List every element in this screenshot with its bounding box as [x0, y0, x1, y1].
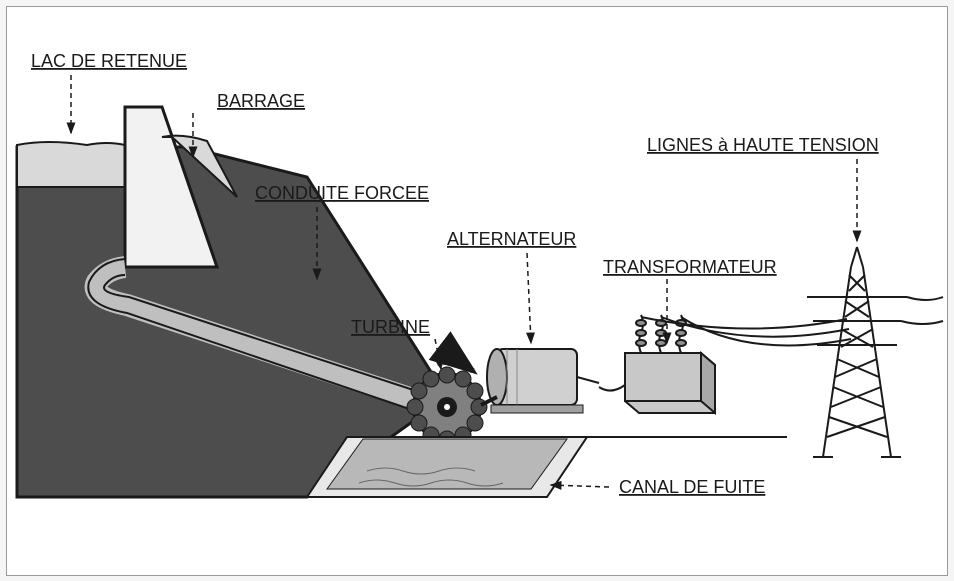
alternator-body: [487, 349, 599, 413]
reservoir-water: [17, 142, 125, 187]
diagram-frame: LAC DE RETENUE BARRAGE CONDUITE FORCEE T…: [6, 6, 948, 576]
label-turbine: TURBINE: [351, 317, 430, 337]
label-penstock: CONDUITE FORCEE: [255, 183, 429, 203]
label-transformer: TRANSFORMATEUR: [603, 257, 777, 277]
pylon: [807, 247, 943, 457]
arrow-alternator: [527, 253, 531, 343]
hydroelectric-diagram: LAC DE RETENUE BARRAGE CONDUITE FORCEE T…: [7, 7, 947, 575]
label-reservoir: LAC DE RETENUE: [31, 51, 187, 71]
tailrace-channel: [307, 437, 587, 497]
arrow-tailrace: [551, 485, 609, 487]
label-powerlines: LIGNES à HAUTE TENSION: [647, 135, 879, 155]
transformer-body: [599, 315, 851, 413]
label-tailrace: CANAL DE FUITE: [619, 477, 765, 497]
label-dam: BARRAGE: [217, 91, 305, 111]
label-alternator: ALTERNATEUR: [447, 229, 576, 249]
